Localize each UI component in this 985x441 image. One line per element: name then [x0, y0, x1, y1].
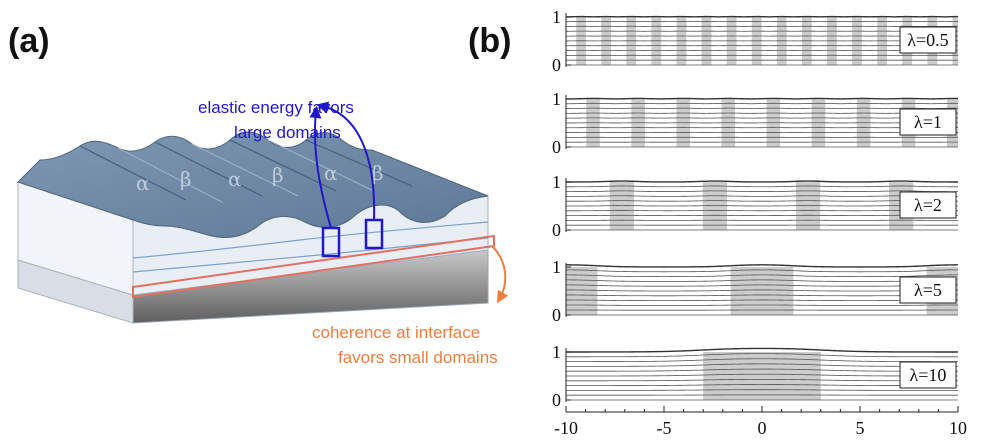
- y-tick-label-1: 1: [552, 342, 561, 362]
- profile-line: [565, 97, 959, 100]
- y-tick-label-0: 0: [552, 137, 561, 157]
- profile-row-1: 1 0 λ=0.5: [552, 7, 959, 75]
- domain-band: [702, 182, 728, 230]
- profile-plots: 1 0 λ=0.5 1 0 λ=1 1 0 λ=2 1 0 λ=5 1 0 λ=10: [552, 7, 959, 410]
- phase-label-6: β: [372, 161, 384, 185]
- profile-row-2: 1 0 λ=1: [552, 89, 959, 157]
- elastic-arrow-1: [309, 106, 332, 229]
- profile-line: [566, 384, 958, 386]
- profile-line: [565, 190, 959, 192]
- lambda-label: λ=0.5: [907, 30, 948, 50]
- y-tick-label-1: 1: [552, 172, 561, 192]
- lambda-label: λ=5: [914, 280, 942, 300]
- x-tick-label: 5: [856, 418, 865, 438]
- interface-highlight-box: [132, 234, 495, 299]
- profile-line: [566, 294, 958, 297]
- profile-line: [566, 200, 958, 202]
- lambda-label: λ=10: [910, 365, 947, 385]
- panel-b-label: (b): [468, 22, 511, 60]
- x-axis: -10 -5 0 5 10: [554, 406, 967, 438]
- profile-line: [566, 378, 958, 382]
- profile-row-4: 1 0 λ=5: [552, 257, 958, 325]
- coherence-annotation-line-2: favors small domains: [338, 348, 498, 367]
- coherence-arrow: [491, 245, 509, 304]
- panel-a: (a) α β α: [8, 22, 509, 367]
- profile-line: [566, 274, 958, 277]
- profile-line: [566, 279, 958, 282]
- profile-line: [566, 347, 958, 353]
- y-tick-label-0: 0: [552, 55, 561, 75]
- profile-line: [566, 289, 958, 292]
- panel-a-label: (a): [8, 22, 50, 60]
- profile-line: [566, 368, 958, 372]
- profile-row-3: 1 0 λ=2: [552, 172, 959, 240]
- elastic-annotation-line-1: elastic energy favors: [198, 98, 354, 117]
- substrate: [17, 249, 489, 324]
- domain-band: [609, 182, 634, 230]
- x-tick-label: 10: [949, 418, 967, 438]
- lambda-label-box: [899, 26, 957, 54]
- domain-band: [703, 352, 821, 400]
- profile-line: [566, 185, 959, 188]
- y-tick-label-1: 1: [552, 257, 561, 277]
- profile-row-5: 1 0 λ=10: [552, 342, 959, 410]
- profile-line: [566, 358, 958, 362]
- phase-label-2: β: [180, 167, 192, 191]
- phase-labels: α β α β α β: [136, 161, 384, 195]
- phase-label-1: α: [136, 171, 150, 195]
- profile-line: [566, 363, 958, 367]
- y-tick-label-1: 1: [552, 89, 561, 109]
- domain-band: [730, 267, 794, 315]
- profile-line: [566, 180, 958, 183]
- coherence-annotation-line-1: coherence at interface: [312, 323, 480, 342]
- x-tick-label: -5: [657, 418, 672, 438]
- profile-line: [566, 284, 958, 287]
- x-tick-label: -10: [554, 418, 578, 438]
- y-tick-label-0: 0: [552, 220, 561, 240]
- phase-label-5: α: [324, 161, 338, 185]
- elastic-arrow-2: [316, 101, 376, 221]
- lambda-label-box: [899, 108, 957, 136]
- phase-label-4: β: [272, 163, 284, 187]
- y-tick-label-0: 0: [552, 305, 561, 325]
- x-tick-label: 0: [758, 418, 767, 438]
- lambda-label: λ=2: [914, 195, 942, 215]
- y-tick-label-1: 1: [552, 7, 561, 27]
- lambda-label: λ=1: [914, 112, 942, 132]
- lambda-label-box: [899, 276, 957, 304]
- profile-line: [566, 269, 958, 273]
- elastic-annotation-line-2: large domains: [234, 123, 341, 142]
- profile-line: [566, 264, 958, 268]
- profile-line: [565, 353, 959, 358]
- profile-line: [566, 299, 958, 301]
- y-tick-label-0: 0: [552, 390, 561, 410]
- domain-band: [566, 267, 598, 315]
- phase-label-3: α: [228, 167, 242, 191]
- profile-line: [566, 389, 958, 391]
- lambda-label-box: [899, 361, 957, 389]
- film-top-surface: [17, 131, 489, 239]
- domain-band: [795, 182, 821, 230]
- profile-line: [565, 195, 958, 197]
- profile-line: [566, 373, 958, 377]
- lambda-label-box: [899, 191, 957, 219]
